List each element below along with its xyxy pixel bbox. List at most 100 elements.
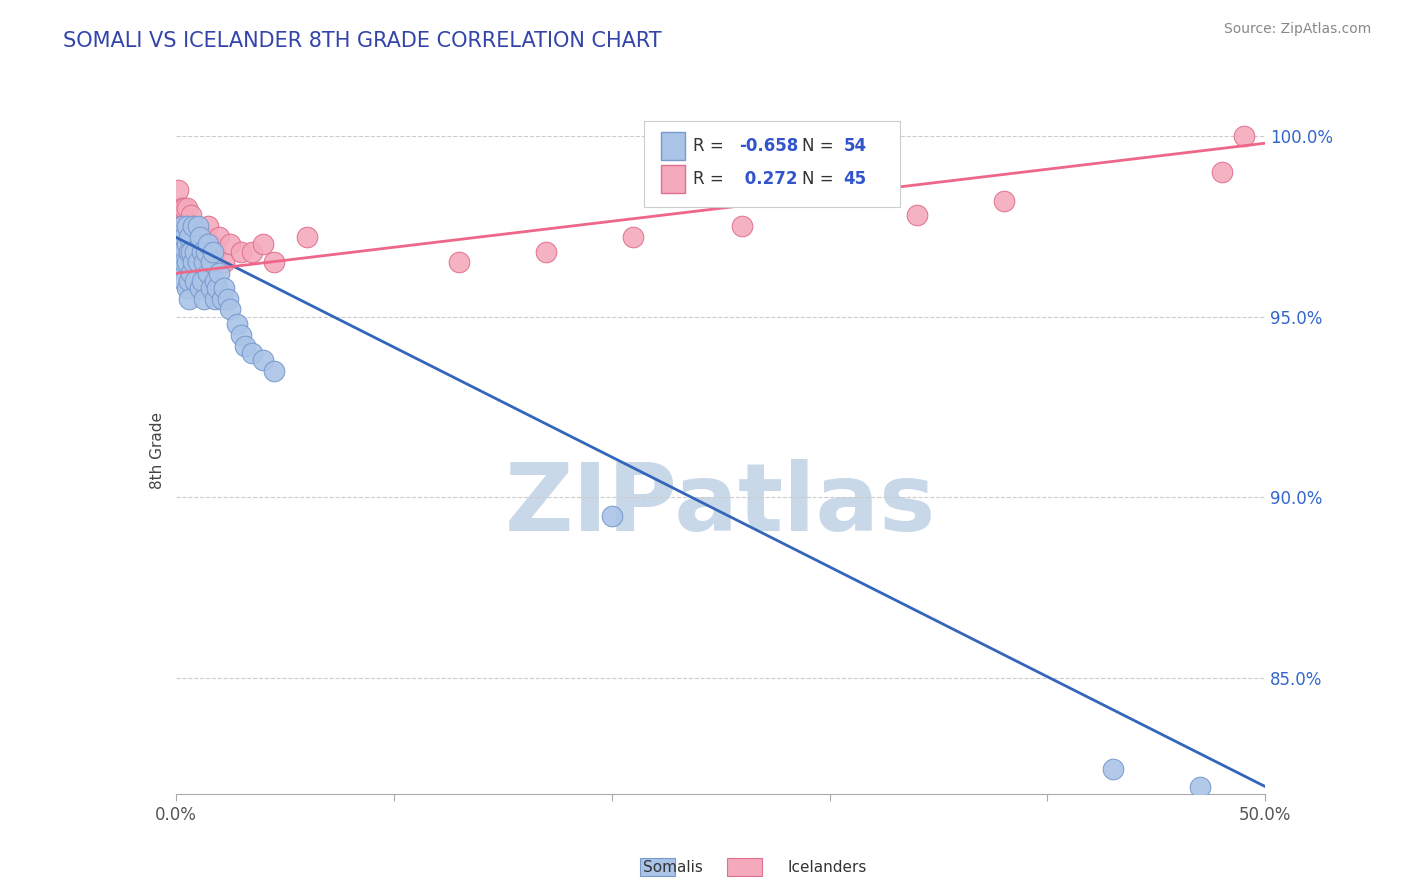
Point — [177, 244, 200, 259]
Point — [188, 281, 211, 295]
Text: -0.658: -0.658 — [740, 137, 799, 155]
Point — [176, 255, 198, 269]
Point — [186, 219, 209, 234]
Point — [176, 237, 198, 252]
Point — [184, 274, 207, 288]
FancyBboxPatch shape — [644, 120, 900, 207]
Text: R =: R = — [693, 137, 730, 155]
Point — [212, 255, 235, 269]
Point — [169, 219, 191, 234]
Text: N =: N = — [803, 137, 839, 155]
Point — [240, 244, 263, 259]
Text: Icelanders: Icelanders — [787, 860, 866, 874]
Bar — [640, 858, 675, 876]
Point — [180, 266, 202, 280]
Point — [177, 219, 200, 234]
Point — [263, 255, 285, 269]
Text: 0.272: 0.272 — [740, 170, 797, 188]
Point — [211, 292, 233, 306]
Point — [181, 219, 204, 234]
Point — [252, 237, 274, 252]
Point — [193, 292, 215, 306]
Point — [184, 244, 207, 259]
Text: SOMALI VS ICELANDER 8TH GRADE CORRELATION CHART: SOMALI VS ICELANDER 8TH GRADE CORRELATIO… — [63, 31, 662, 51]
Point — [173, 255, 195, 269]
Point — [176, 201, 198, 215]
Point — [225, 317, 247, 331]
Point — [193, 255, 215, 269]
Point — [186, 255, 209, 269]
Text: 54: 54 — [844, 137, 868, 155]
Point — [172, 219, 194, 234]
Point — [205, 281, 228, 295]
Bar — [661, 132, 685, 160]
Point — [181, 237, 204, 252]
Point — [219, 302, 242, 317]
Point — [200, 237, 222, 252]
Point — [217, 292, 239, 306]
Point — [177, 274, 200, 288]
Point — [188, 230, 211, 244]
Point — [177, 230, 200, 244]
Point — [235, 338, 257, 352]
Point — [173, 201, 195, 215]
Point — [197, 219, 219, 234]
Point — [186, 230, 209, 244]
Point — [181, 219, 204, 234]
Point — [188, 237, 211, 252]
Point — [172, 244, 194, 259]
Point — [173, 274, 195, 288]
Point — [184, 244, 207, 259]
Point — [191, 274, 214, 288]
Point — [195, 237, 218, 252]
Point — [195, 244, 218, 259]
Point — [263, 364, 285, 378]
Point — [172, 237, 194, 252]
Point — [191, 244, 214, 259]
Point — [204, 274, 226, 288]
Point — [177, 244, 200, 259]
Point — [176, 219, 198, 234]
Point — [181, 255, 204, 269]
Point — [993, 194, 1015, 208]
Text: Somalis: Somalis — [643, 860, 703, 874]
Point — [180, 209, 202, 223]
Point — [208, 266, 231, 280]
Point — [169, 209, 191, 223]
Point — [184, 230, 207, 244]
Point — [172, 219, 194, 234]
Point — [295, 230, 318, 244]
Point — [176, 219, 198, 234]
Point — [1189, 780, 1212, 794]
Point — [731, 219, 754, 234]
Point — [212, 281, 235, 295]
Bar — [727, 858, 762, 876]
Point — [167, 183, 190, 197]
Y-axis label: 8th Grade: 8th Grade — [149, 412, 165, 489]
Point — [1102, 762, 1125, 776]
Point — [204, 244, 226, 259]
Point — [173, 230, 195, 244]
Text: Source: ZipAtlas.com: Source: ZipAtlas.com — [1223, 22, 1371, 37]
Point — [200, 281, 222, 295]
Point — [167, 244, 190, 259]
Point — [177, 292, 200, 306]
Point — [240, 346, 263, 360]
Point — [231, 327, 253, 342]
Point — [191, 244, 214, 259]
Text: N =: N = — [803, 170, 839, 188]
Point — [600, 508, 623, 523]
Text: ZIPatlas: ZIPatlas — [505, 459, 936, 551]
Point — [180, 244, 202, 259]
Point — [231, 244, 253, 259]
Point — [621, 230, 644, 244]
Point — [169, 252, 191, 266]
Point — [252, 353, 274, 368]
Text: R =: R = — [693, 170, 730, 188]
Point — [186, 255, 209, 269]
Point — [169, 237, 191, 252]
Point — [200, 255, 222, 269]
Point — [905, 209, 928, 223]
Point — [193, 230, 215, 244]
Point — [172, 262, 194, 277]
